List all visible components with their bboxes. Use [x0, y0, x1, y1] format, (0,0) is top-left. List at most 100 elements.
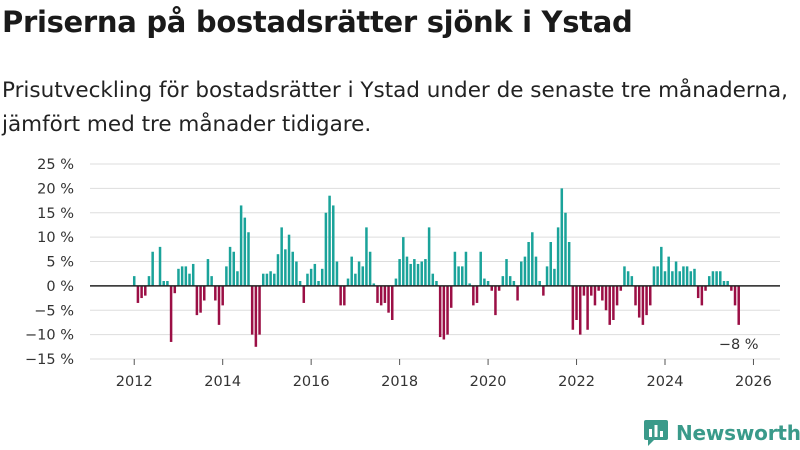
- bar: [615, 285, 619, 306]
- bar: [394, 278, 398, 286]
- bar: [324, 212, 328, 286]
- bar: [169, 285, 173, 342]
- bars: [132, 188, 740, 347]
- bar: [409, 263, 412, 286]
- bar: [508, 276, 512, 286]
- bar: [685, 266, 689, 286]
- bar: [420, 261, 423, 286]
- bar: [361, 266, 365, 286]
- bar: [630, 276, 634, 286]
- bar: [678, 271, 681, 286]
- bar: [623, 266, 626, 286]
- bar: [674, 261, 678, 286]
- bar: [427, 227, 431, 286]
- bar: [188, 273, 191, 286]
- bar: [486, 281, 490, 286]
- bar: [372, 283, 376, 286]
- bar: [715, 271, 718, 286]
- bar: [191, 263, 195, 286]
- bar: [531, 232, 534, 286]
- bar: [320, 268, 324, 286]
- bar: [696, 285, 700, 299]
- bar: [556, 227, 560, 286]
- bar: [608, 285, 611, 325]
- bar: [442, 285, 446, 340]
- bar: [612, 285, 615, 320]
- bar: [693, 268, 696, 286]
- bar: [203, 285, 206, 301]
- y-tick-label: 5 %: [46, 255, 74, 271]
- bar: [158, 246, 162, 286]
- bar: [567, 242, 571, 286]
- bar: [475, 285, 479, 303]
- bar: [704, 285, 707, 291]
- y-tick-label: 15 %: [37, 206, 74, 222]
- y-tick-label: −15 %: [25, 352, 74, 368]
- bar: [560, 188, 564, 286]
- bar: [317, 281, 320, 286]
- bar-chart-logo-icon: [644, 420, 668, 446]
- bar: [730, 285, 733, 291]
- bar: [398, 259, 401, 286]
- bar: [575, 285, 578, 320]
- bar: [144, 285, 147, 296]
- bar: [332, 205, 335, 286]
- bar: [206, 259, 210, 286]
- y-tick-label: −5 %: [34, 303, 74, 319]
- bar: [590, 285, 593, 296]
- bar: [221, 285, 224, 306]
- bar: [472, 285, 475, 306]
- bar: [671, 271, 674, 286]
- bar: [313, 263, 317, 286]
- brand-logo-block[interactable]: Newsworthy: [644, 418, 800, 448]
- bar: [287, 234, 291, 286]
- bar: [140, 285, 143, 299]
- bar: [295, 261, 298, 286]
- bar: [446, 285, 449, 335]
- brand-name: Newsworthy: [676, 421, 800, 445]
- bar: [457, 266, 460, 286]
- bar: [564, 212, 567, 286]
- bar: [534, 256, 538, 286]
- bar: [737, 285, 740, 325]
- bar: [667, 256, 670, 286]
- bar: [376, 285, 379, 303]
- bar: [147, 276, 151, 286]
- bar: [449, 285, 453, 308]
- bar: [228, 246, 232, 286]
- bar: [461, 266, 464, 286]
- y-axis-labels: −15 % −10 % −5 % 0 % 5 % 10 % 15 % 20 % 25 %: [25, 157, 74, 368]
- y-tick-label: 10 %: [37, 230, 74, 246]
- bar: [284, 249, 287, 286]
- bar: [177, 268, 180, 286]
- bar: [656, 266, 659, 286]
- bar: [254, 285, 258, 347]
- bar: [483, 278, 486, 286]
- bar: [490, 285, 494, 291]
- bar: [413, 259, 416, 286]
- bar: [239, 205, 243, 286]
- bar: [549, 242, 552, 286]
- chart-title: Priserna på bostadsrätter sjönk i Ystad: [2, 5, 633, 39]
- bar: [151, 251, 154, 286]
- x-tick-label: 2020: [470, 374, 507, 390]
- annotations: −8 %: [719, 337, 759, 353]
- bar: [479, 251, 482, 286]
- bar: [250, 285, 254, 335]
- x-tick-label: 2012: [116, 374, 153, 390]
- bar: [346, 278, 350, 286]
- bar: [162, 281, 165, 286]
- bar: [634, 285, 637, 306]
- bar: [431, 273, 435, 286]
- bar: [236, 271, 239, 286]
- bar: [328, 195, 331, 286]
- bar: [225, 266, 228, 286]
- bar: [726, 281, 729, 286]
- bar: [601, 285, 604, 301]
- bar: [464, 251, 468, 286]
- bar: [649, 285, 652, 306]
- bar: [298, 281, 302, 286]
- bar: [733, 285, 737, 306]
- bar: [597, 285, 600, 291]
